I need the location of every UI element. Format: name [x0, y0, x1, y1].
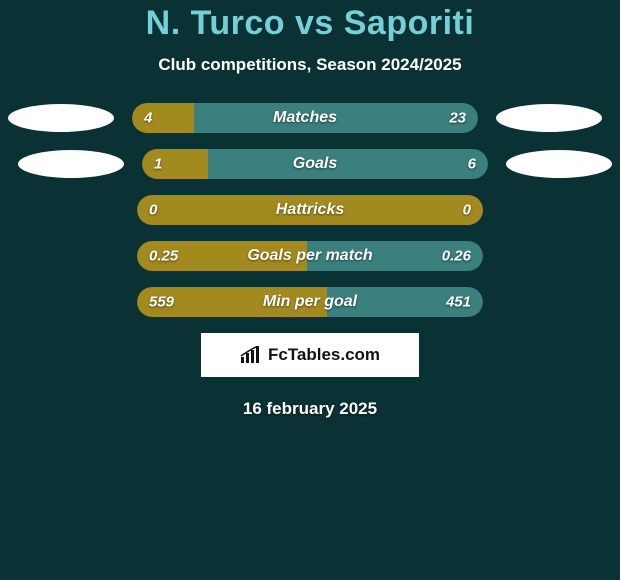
- right-team-marker: [496, 104, 602, 132]
- right-team-marker: [506, 150, 612, 178]
- right-value: 23: [449, 110, 466, 127]
- bar-left-fill: [132, 103, 194, 133]
- stat-row: 0 0 Hattricks: [0, 195, 620, 225]
- stat-bar: 559 451 Min per goal: [137, 287, 483, 317]
- right-value: 451: [446, 294, 471, 311]
- right-value: 0.26: [442, 248, 471, 265]
- stat-bar: 0.25 0.26 Goals per match: [137, 241, 483, 271]
- left-value: 1: [154, 156, 162, 173]
- stat-row: 1 6 Goals: [0, 149, 620, 179]
- date-line: 16 february 2025: [0, 399, 620, 419]
- stat-label: Goals per match: [247, 247, 372, 265]
- left-value: 0.25: [149, 248, 178, 265]
- right-value: 0: [463, 202, 471, 219]
- stat-row: 0.25 0.26 Goals per match: [0, 241, 620, 271]
- left-value: 0: [149, 202, 157, 219]
- stat-bar: 4 23 Matches: [132, 103, 478, 133]
- brand-box[interactable]: FcTables.com: [201, 333, 419, 377]
- bar-left-fill: [142, 149, 208, 179]
- right-value: 6: [468, 156, 476, 173]
- bar-right-fill: [208, 149, 488, 179]
- stat-row: 559 451 Min per goal: [0, 287, 620, 317]
- left-team-marker: [18, 150, 124, 178]
- stat-rows: 4 23 Matches 1 6 Goals 0 0 Hattricks 0.25 0.26 Goal…: [0, 103, 620, 317]
- subtitle: Club competitions, Season 2024/2025: [0, 55, 620, 75]
- left-value: 559: [149, 294, 174, 311]
- bar-chart-icon: [240, 346, 262, 364]
- stat-bar: 0 0 Hattricks: [137, 195, 483, 225]
- stat-label: Goals: [293, 155, 337, 173]
- stat-label: Hattricks: [276, 201, 344, 219]
- comparison-widget: N. Turco vs Saporiti Club competitions, …: [0, 0, 620, 419]
- left-team-marker: [8, 104, 114, 132]
- brand-text: FcTables.com: [268, 345, 380, 365]
- stat-label: Min per goal: [263, 293, 357, 311]
- stat-row: 4 23 Matches: [0, 103, 620, 133]
- stat-label: Matches: [273, 109, 337, 127]
- stat-bar: 1 6 Goals: [142, 149, 488, 179]
- page-title: N. Turco vs Saporiti: [0, 4, 620, 43]
- left-value: 4: [144, 110, 152, 127]
